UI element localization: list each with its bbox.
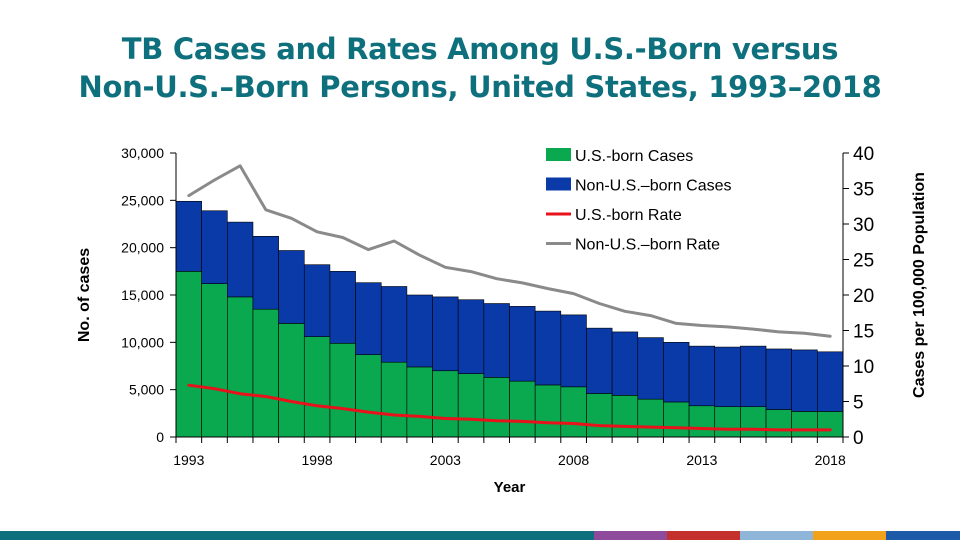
y2-tick-label: 15 [853,322,874,343]
x-tick-label: 2018 [815,452,846,468]
bar-non-us-born-2009 [586,327,613,394]
bar-non-us-born-1993 [175,200,202,272]
bar-us-born-2010 [611,395,639,438]
line-us-born-rate [187,383,832,432]
x-tick-label: 1998 [302,452,333,468]
bar-us-born-1996 [252,308,279,438]
y2-tick-label: 20 [853,286,874,307]
y-axis-label: No. of cases [76,248,93,342]
x-tick-label: 2008 [558,452,589,468]
x-axis-label: Year [494,479,526,496]
bar-non-us-born-1997 [278,250,305,324]
bar-us-born-2009 [586,393,613,438]
bar-us-born-1999 [329,342,356,438]
bar-us-born-2018 [817,411,844,438]
bar-non-us-born-1995 [227,221,254,298]
bar-non-us-born-2002 [406,294,433,368]
bar-non-us-born-2017 [791,349,818,412]
y-tick-label: 30,000 [121,145,164,161]
bar-non-us-born-2010 [611,331,639,396]
bar-us-born-2000 [355,354,382,438]
bar-non-us-born-1999 [329,271,356,344]
bar-us-born-2004 [457,373,485,438]
bar-non-us-born-2018 [817,351,844,412]
bar-non-us-born-1994 [201,210,228,284]
bar-us-born-2001 [380,361,408,438]
footer-segment [298,531,594,540]
y2-tick-label: 30 [853,215,874,236]
legend-label: Non-U.S.–born Cases [575,178,732,195]
y2-tick-label: 40 [853,144,874,165]
y2-axis-label: Cases per 100,000 Population [911,172,928,398]
footer-color-bar [0,531,960,540]
bar-non-us-born-1998 [303,264,331,337]
y2-tick-label: 10 [853,357,874,378]
x-tick-label: 2003 [430,452,461,468]
line-non-us-born-rate [187,164,832,338]
footer-segment [886,531,960,540]
bar-non-us-born-1996 [252,236,279,310]
legend-swatch [546,177,571,191]
y2-tick-label: 0 [853,428,864,449]
bar-non-us-born-2008 [560,314,587,388]
y-tick-label: 5,000 [129,382,164,398]
bar-non-us-born-2014 [714,346,741,408]
bar-non-us-born-2003 [432,296,459,372]
bar-non-us-born-2015 [740,345,767,408]
bar-non-us-born-2005 [483,303,510,378]
bar-non-us-born-2012 [663,342,690,403]
bar-us-born-2002 [406,366,433,438]
bar-us-born-2012 [663,401,690,438]
bar-us-born-1994 [201,283,228,438]
footer-segment [813,531,886,540]
bar-us-born-1998 [303,336,331,438]
y2-tick-label: 25 [853,251,874,272]
footer-segment [667,531,740,540]
bar-us-born-1995 [227,296,254,438]
legend-label: Non-U.S.–born Rate [575,237,720,254]
chart-title-line-2: Non-U.S.–Born Persons, United States, 19… [78,70,882,104]
bar-us-born-2008 [560,386,587,438]
y2-tick-label: 35 [853,180,874,201]
x-tick-label: 2013 [686,452,717,468]
footer-segment [740,531,813,540]
chart-title: TB Cases and Rates Among U.S.-Born versu… [0,30,960,106]
bar-non-us-born-2016 [765,348,792,410]
bar-non-us-born-2011 [637,337,664,400]
legend-label: U.S.-born Cases [575,148,693,165]
bar-us-born-1993 [175,271,202,438]
footer-segment [0,531,298,540]
bar-us-born-2015 [740,406,767,438]
bar-us-born-2005 [483,377,510,438]
bar-us-born-2006 [509,380,536,438]
footer-segment [594,531,667,540]
y-tick-label: 10,000 [121,334,164,350]
y-tick-label: 25,000 [121,192,164,208]
y2-tick-label: 5 [853,393,864,414]
x-tick-label: 1993 [173,452,204,468]
bar-non-us-born-2013 [688,345,716,407]
bar-us-born-2003 [432,370,459,438]
chart-title-line-1: TB Cases and Rates Among U.S.-Born versu… [121,32,839,66]
legend-label: U.S.-born Rate [575,207,682,224]
bar-us-born-2011 [637,398,664,438]
bar-us-born-1997 [278,323,305,438]
bar-non-us-born-2006 [509,306,536,382]
y-tick-label: 20,000 [121,240,164,256]
bar-non-us-born-2000 [355,282,382,355]
bar-non-us-born-2004 [457,299,485,374]
y-tick-label: 0 [156,429,164,445]
bar-us-born-2013 [688,405,716,438]
y-tick-label: 15,000 [121,287,164,303]
bar-us-born-2016 [765,409,792,438]
bar-us-born-2007 [534,384,562,438]
bar-non-us-born-2007 [534,310,562,386]
bar-us-born-2017 [791,411,818,438]
legend-swatch [546,148,571,161]
bar-us-born-2014 [714,406,741,438]
bar-non-us-born-2001 [380,286,408,363]
